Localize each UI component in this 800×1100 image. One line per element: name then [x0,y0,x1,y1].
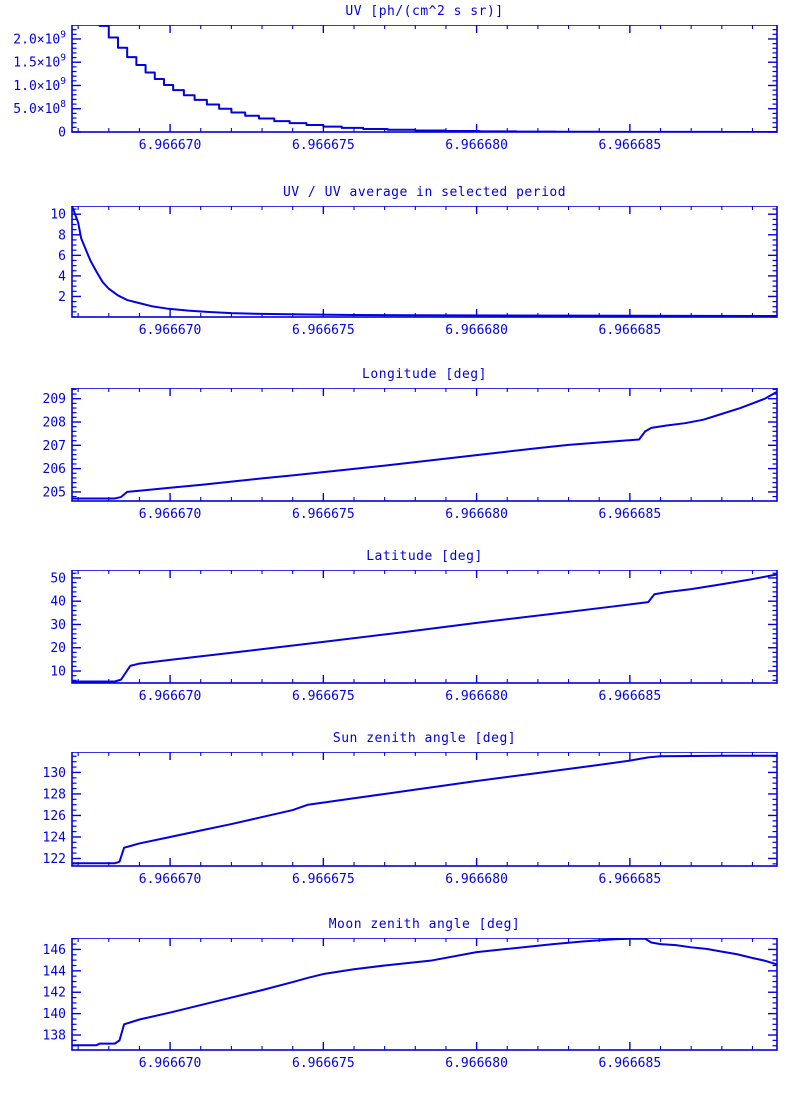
y-tick-label: 146 [43,943,66,958]
x-tick-label: 6.966670 [139,872,202,887]
plot-uv-ratio-canvas: 6.966670 6.966675 6.966680 6.966685 2 4 6 8 10 [50,206,778,338]
x-tick-label: 6.966680 [445,323,508,338]
x-tick-label: 6.966680 [445,872,508,887]
y-tick-label: 209 [43,392,66,407]
y-tick-label: 4 [58,269,66,284]
y-tick-label: 8 [58,228,66,243]
data-series-line [72,206,777,317]
x-tick-label: 6.966685 [599,872,662,887]
y-tick-label: 124 [43,830,67,845]
axes-group [71,752,778,867]
x-tick-label: 6.966685 [599,507,662,522]
y-tick-label: 142 [43,986,66,1001]
y-tick-label: 20 [50,641,66,656]
y-tick-label: 1.0×109 [13,76,66,94]
data-series-line [98,25,777,132]
plot-box [71,388,778,502]
y-tick-label: 0 [58,126,66,141]
y-tick-label: 10 [50,665,66,680]
data-series-line [72,573,777,683]
axes-group [71,25,778,133]
x-tick-label: 6.966675 [292,1056,355,1071]
x-tick-label: 6.966670 [139,138,202,153]
data-series-line [72,754,777,865]
data-series-line [72,390,777,500]
plot-box [71,206,778,318]
plot-box [71,25,778,133]
plot-box [71,570,778,684]
axes-group [71,388,778,502]
y-tick-label: 6 [58,249,66,264]
plot-moon-zenith-canvas: 6.966670 6.966675 6.966680 6.966685 138 140 14… [43,938,778,1071]
x-tick-label: 6.966675 [292,507,355,522]
plot-title-moon-zenith: Moon zenith angle [deg] [328,917,521,932]
y-tick-label: 206 [43,462,66,477]
x-tick-label: 6.966675 [292,872,355,887]
x-tick-label: 6.966680 [445,138,508,153]
x-tick-label: 6.966685 [599,1056,662,1071]
x-tick-label: 6.966670 [139,689,202,704]
plot-latitude-canvas: 6.966670 6.966675 6.966680 6.966685 10 20 30 40… [50,570,778,704]
x-tick-label: 6.966680 [445,507,508,522]
y-tick-label: 138 [43,1029,66,1044]
plot-title-latitude: Latitude [deg] [366,549,483,564]
y-tick-label: 208 [43,416,66,431]
plot-uv-canvas: 6.966670 6.966675 6.966680 6.966685 0 5.0×108… [13,25,778,153]
y-tick-label: 10 [50,208,66,223]
x-tick-label: 6.966670 [139,507,202,522]
x-tick-label: 6.966680 [445,1056,508,1071]
y-tick-label: 1.5×109 [13,53,66,71]
plot-title-longitude: Longitude [deg] [362,367,487,382]
x-tick-label: 6.966675 [292,689,355,704]
y-tick-label: 205 [43,485,66,500]
axes-group [71,570,778,684]
y-tick-label: 128 [43,787,66,802]
plot-box [71,752,778,867]
y-tick-label: 144 [43,964,67,979]
y-tick-label: 130 [43,766,66,781]
x-tick-label: 6.966675 [292,323,355,338]
y-tick-label: 126 [43,809,66,824]
y-tick-label: 40 [50,595,66,610]
axes-group [71,938,778,1051]
x-tick-label: 6.966670 [139,1056,202,1071]
y-tick-label: 122 [43,852,66,867]
x-tick-label: 6.966685 [599,689,662,704]
y-tick-label: 2.0×109 [13,29,66,47]
x-tick-label: 6.966675 [292,138,355,153]
y-tick-label: 2 [58,290,66,305]
y-tick-label: 207 [43,439,66,454]
axes-group [71,206,778,318]
x-tick-label: 6.966670 [139,323,202,338]
x-tick-label: 6.966685 [599,138,662,153]
x-tick-label: 6.966685 [599,323,662,338]
plot-sun-zenith-canvas: 6.966670 6.966675 6.966680 6.966685 122 124 12… [43,752,778,887]
plot-title-sun-zenith: Sun zenith angle [deg] [332,731,517,746]
y-tick-label: 50 [50,571,66,586]
y-tick-label: 30 [50,618,66,633]
y-tick-label: 140 [43,1007,66,1022]
data-series-line [72,938,777,1047]
x-tick-label: 6.966680 [445,689,508,704]
plot-longitude-canvas: 6.966670 6.966675 6.966680 6.966685 205 206 20… [43,388,778,522]
plot-title-uv-ratio: UV / UV average in selected period [282,185,567,200]
y-tick-label: 5.0×108 [13,99,66,117]
plot-title-uv: UV [ph/(cm^2 s sr)] [345,4,504,19]
plot-box [71,938,778,1051]
